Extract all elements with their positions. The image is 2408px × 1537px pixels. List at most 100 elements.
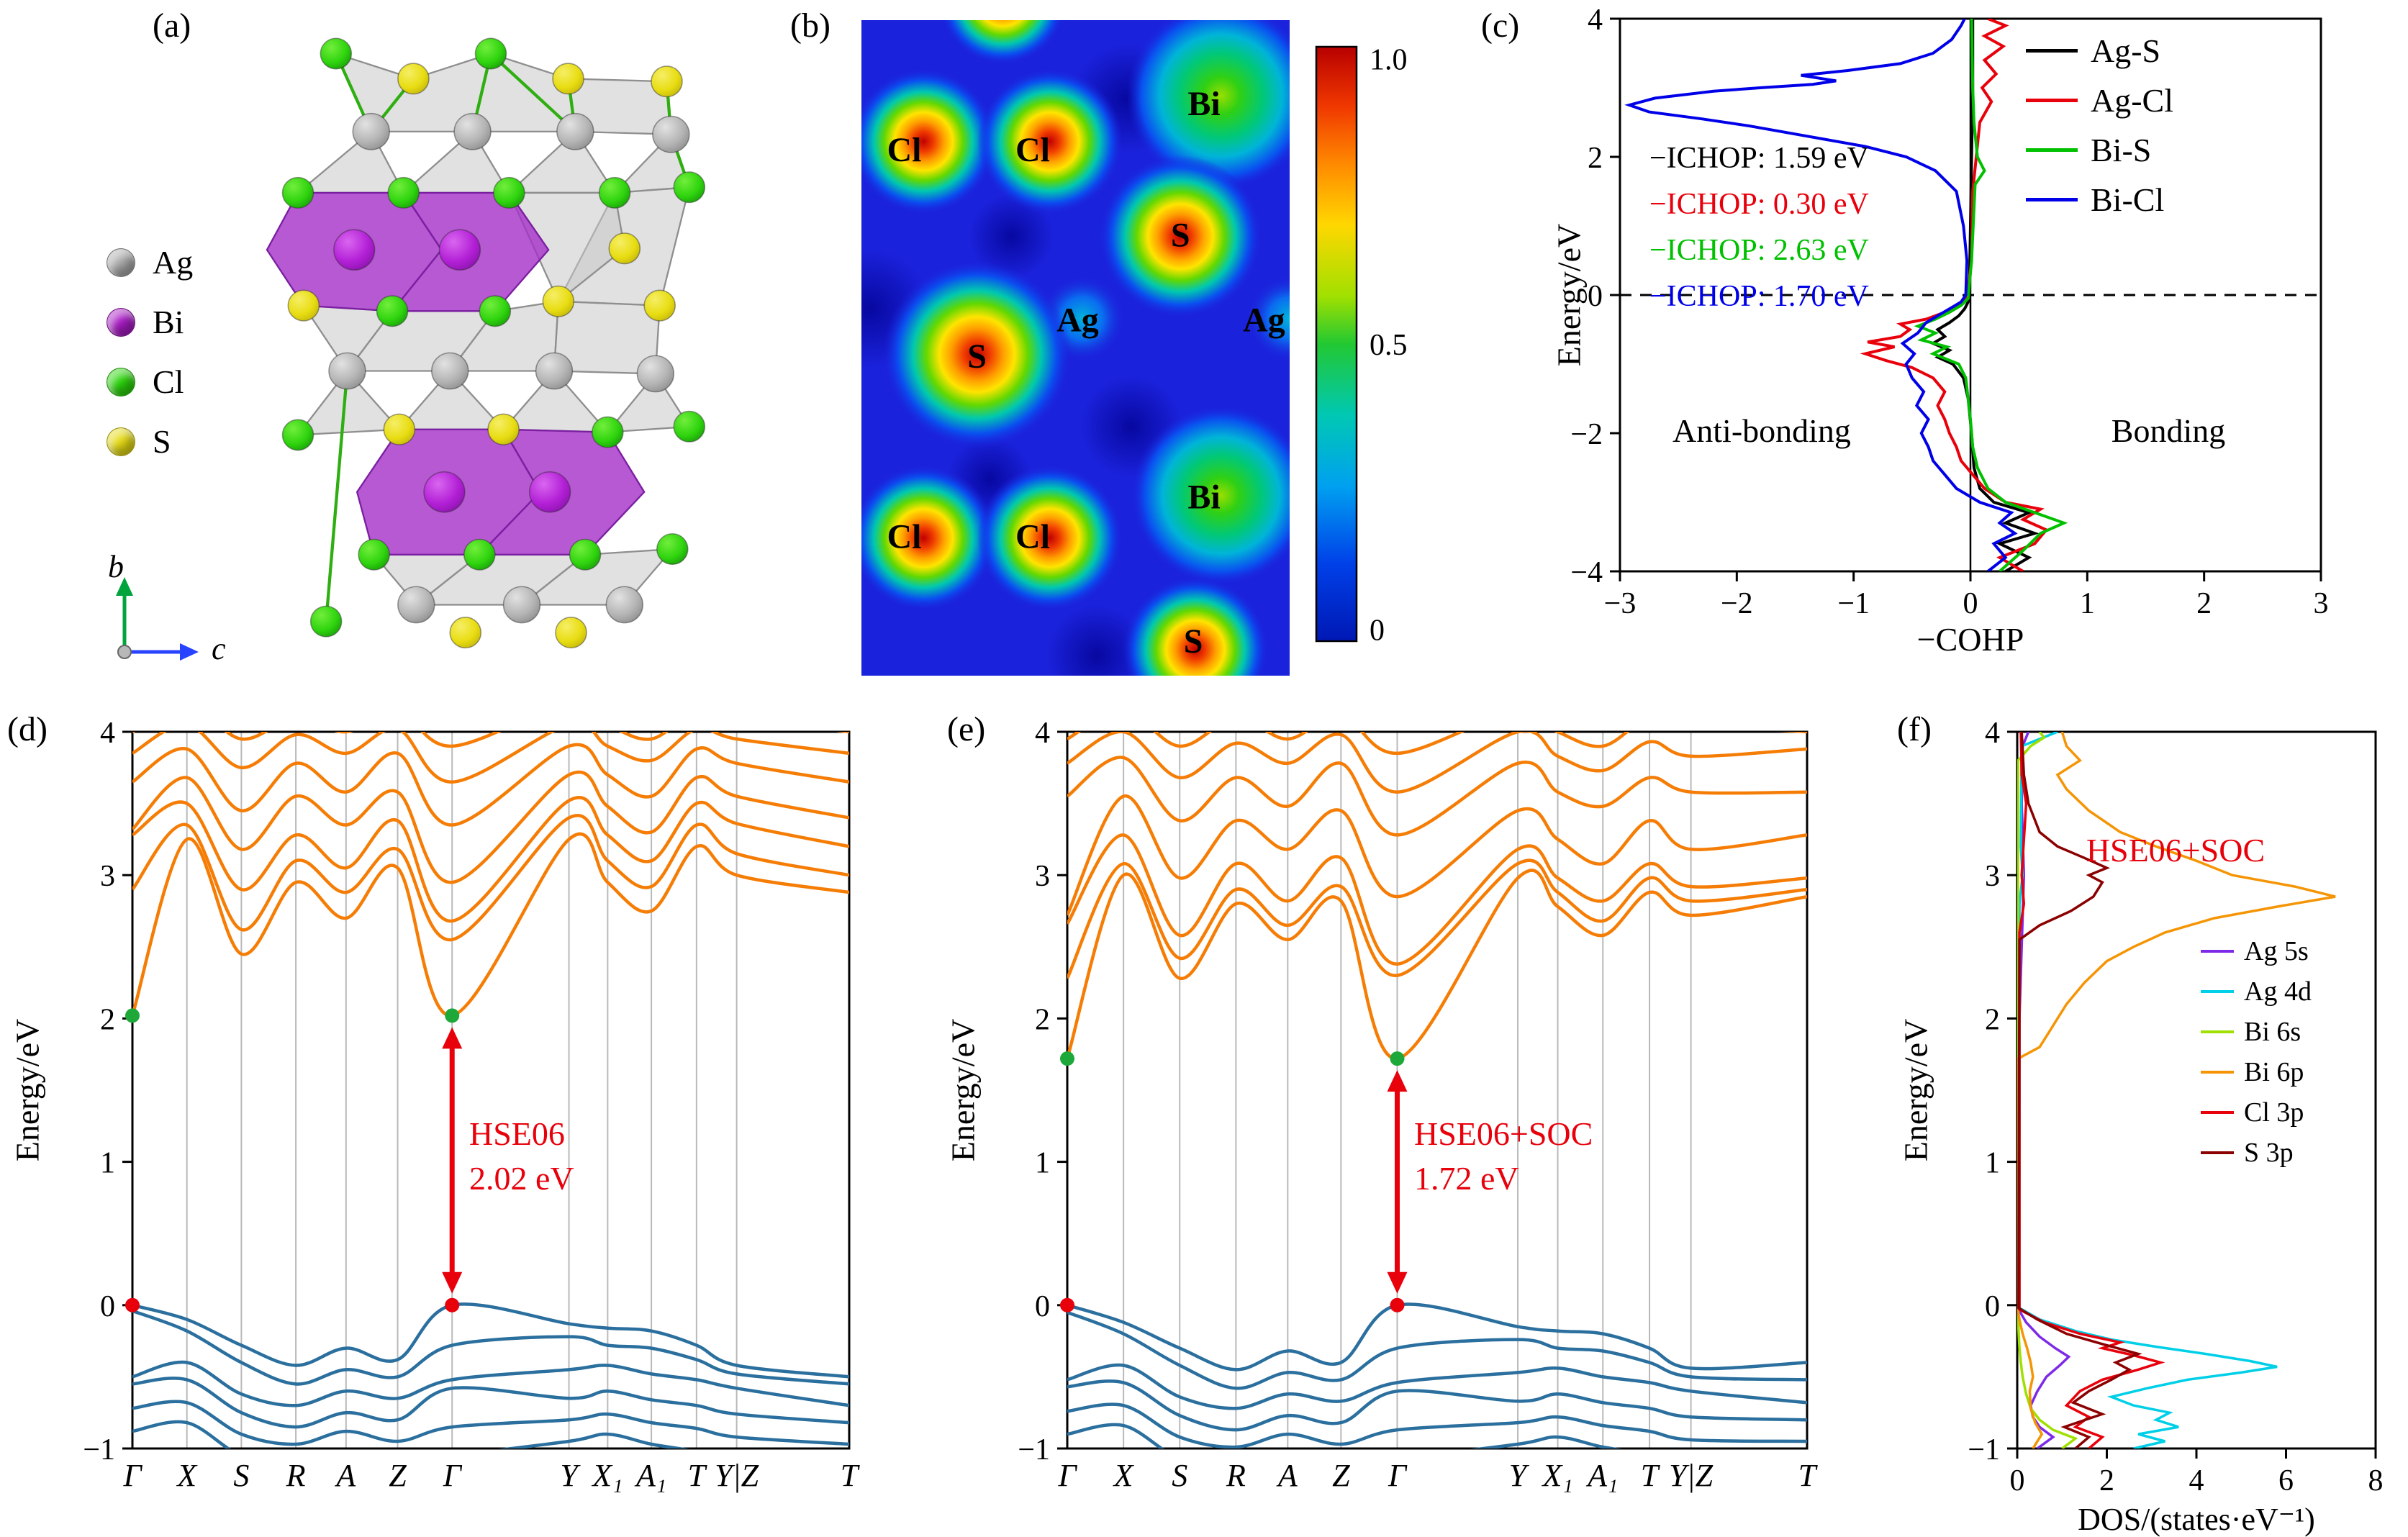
svg-text:A: A [1276, 1458, 1298, 1493]
panel-label-e: (e) [947, 710, 986, 748]
svg-text:0: 0 [1370, 614, 1385, 647]
panel-label-a: (a) [153, 6, 191, 45]
ichop-ag-s: −ICHOP: 1.59 eV [1649, 142, 1869, 175]
svg-text:0: 0 [1985, 1290, 2000, 1323]
gap-annotation-soc: HSE06+SOC 1.72 eV [1414, 1112, 1593, 1201]
svg-text:S: S [967, 337, 987, 376]
bands-soc-ylabel: Energy/eV [944, 1018, 982, 1162]
bi-cl-label: Bi-Cl [2091, 181, 2165, 218]
s3p-label: S 3p [2244, 1138, 2294, 1168]
svg-text:Ag: Ag [1243, 301, 1285, 340]
cohp-legend-row-bi-s: Bi-S [2026, 131, 2173, 169]
svg-text:R: R [286, 1458, 306, 1493]
svg-text:Bi: Bi [1187, 479, 1220, 517]
svg-text:X₁: X₁ [591, 1458, 623, 1493]
ag5s-line-swatch [2201, 950, 2234, 953]
svg-text:S: S [1171, 216, 1190, 254]
cohp-legend: Ag-S Ag-Cl Bi-S Bi-Cl [2026, 32, 2173, 219]
svg-text:0.5: 0.5 [1370, 329, 1408, 362]
dos-ylabel: Energy/eV [1897, 1018, 1934, 1162]
svg-text:3: 3 [1985, 860, 2000, 893]
svg-text:4: 4 [1035, 717, 1050, 750]
cohp-legend-row-bi-cl: Bi-Cl [2026, 181, 2173, 219]
svg-text:Y|Z: Y|Z [715, 1458, 759, 1493]
svg-text:Cl: Cl [1015, 517, 1050, 556]
cohp-legend-row-ag-cl: Ag-Cl [2026, 81, 2173, 119]
svg-text:−2: −2 [1721, 587, 1753, 620]
dos-xlabel: DOS/(states·eV⁻¹) [2078, 1502, 2315, 1537]
svg-text:S: S [1172, 1458, 1187, 1493]
bi-atom-swatch [107, 307, 135, 337]
cohp-legend-row-ag-s: Ag-S [2026, 32, 2173, 70]
dos-legend-row-ag5s: Ag 5s [2201, 935, 2312, 967]
svg-text:Cl: Cl [1015, 131, 1050, 169]
ag4d-label: Ag 4d [2244, 976, 2312, 1007]
cl-atom-label: Cl [153, 363, 184, 400]
svg-text:0: 0 [1963, 587, 1978, 620]
svg-text:T: T [688, 1458, 708, 1493]
dos-legend: Ag 5s Ag 4d Bi 6s Bi 6p Cl 3p S 3p [2201, 935, 2312, 1169]
svg-text:Γ: Γ [443, 1458, 463, 1493]
svg-text:S: S [233, 1458, 249, 1493]
panel-label-b: (b) [790, 6, 830, 45]
dos-legend-row-bi6p: Bi 6p [2201, 1056, 2312, 1088]
svg-text:−2: −2 [1570, 418, 1603, 451]
antibonding-label: Anti-bonding [1673, 412, 1851, 449]
svg-text:Z: Z [389, 1458, 407, 1493]
ag4d-line-swatch [2201, 990, 2234, 993]
atom-legend-row-bi: Bi [107, 303, 193, 341]
atom-legend-row-ag: Ag [107, 243, 193, 281]
svg-text:Cl: Cl [887, 131, 922, 169]
svg-text:Z: Z [1332, 1458, 1350, 1493]
s-atom-swatch [107, 427, 135, 456]
bi-s-label: Bi-S [2091, 132, 2152, 168]
dos-title: HSE06+SOC [2086, 832, 2266, 869]
cohp-ylabel: Energy/eV [1550, 223, 1588, 367]
ag5s-label: Ag 5s [2244, 936, 2309, 966]
svg-text:1: 1 [1985, 1147, 2000, 1180]
axis-b-label: b [108, 549, 124, 584]
svg-text:A₁: A₁ [1585, 1458, 1618, 1493]
bi6s-line-swatch [2201, 1030, 2234, 1033]
svg-text:2: 2 [2196, 587, 2212, 620]
svg-text:0: 0 [100, 1290, 115, 1323]
ag-s-line-swatch [2026, 49, 2078, 53]
svg-text:4: 4 [2189, 1464, 2204, 1497]
dos-legend-row-ag4d: Ag 4d [2201, 976, 2312, 1007]
svg-text:Γ: Γ [122, 1458, 142, 1493]
svg-text:T: T [1798, 1458, 1819, 1493]
ag-atom-label: Ag [153, 244, 194, 281]
svg-text:1: 1 [1035, 1147, 1050, 1180]
gap-hse-value: 2.02 eV [469, 1160, 574, 1197]
ag-cl-label: Ag-Cl [2091, 82, 2173, 119]
crystal-axes-icon [116, 577, 199, 661]
dos-legend-row-bi6s: Bi 6s [2201, 1016, 2312, 1048]
s-atom-label: S [153, 423, 171, 460]
svg-text:−1: −1 [1968, 1433, 2000, 1466]
svg-text:0: 0 [1588, 280, 1603, 313]
svg-text:R: R [1226, 1458, 1246, 1493]
svg-text:0: 0 [1035, 1290, 1050, 1323]
svg-text:3: 3 [2314, 587, 2329, 620]
bi6s-label: Bi 6s [2244, 1017, 2301, 1047]
svg-text:8: 8 [2368, 1464, 2384, 1497]
svg-text:−1: −1 [1018, 1433, 1050, 1466]
ag-cl-line-swatch [2026, 99, 2078, 102]
atom-legend-row-s: S [107, 422, 193, 461]
svg-text:X: X [1113, 1458, 1135, 1493]
ichop-bi-s: −ICHOP: 2.63 eV [1649, 234, 1869, 267]
svg-text:A₁: A₁ [634, 1458, 666, 1493]
svg-text:0: 0 [2010, 1464, 2025, 1497]
panel-label-f: (f) [1897, 710, 1932, 748]
svg-text:3: 3 [100, 860, 115, 893]
svg-text:4: 4 [1985, 717, 2000, 750]
gap-soc-method: HSE06+SOC [1414, 1115, 1593, 1152]
svg-text:2: 2 [2099, 1464, 2114, 1497]
gap-annotation-hse: HSE06 2.02 eV [469, 1112, 574, 1201]
ag-s-label: Ag-S [2091, 32, 2161, 69]
svg-text:Γ: Γ [1057, 1458, 1077, 1493]
svg-text:T: T [1641, 1458, 1661, 1493]
svg-text:2: 2 [1035, 1003, 1050, 1036]
